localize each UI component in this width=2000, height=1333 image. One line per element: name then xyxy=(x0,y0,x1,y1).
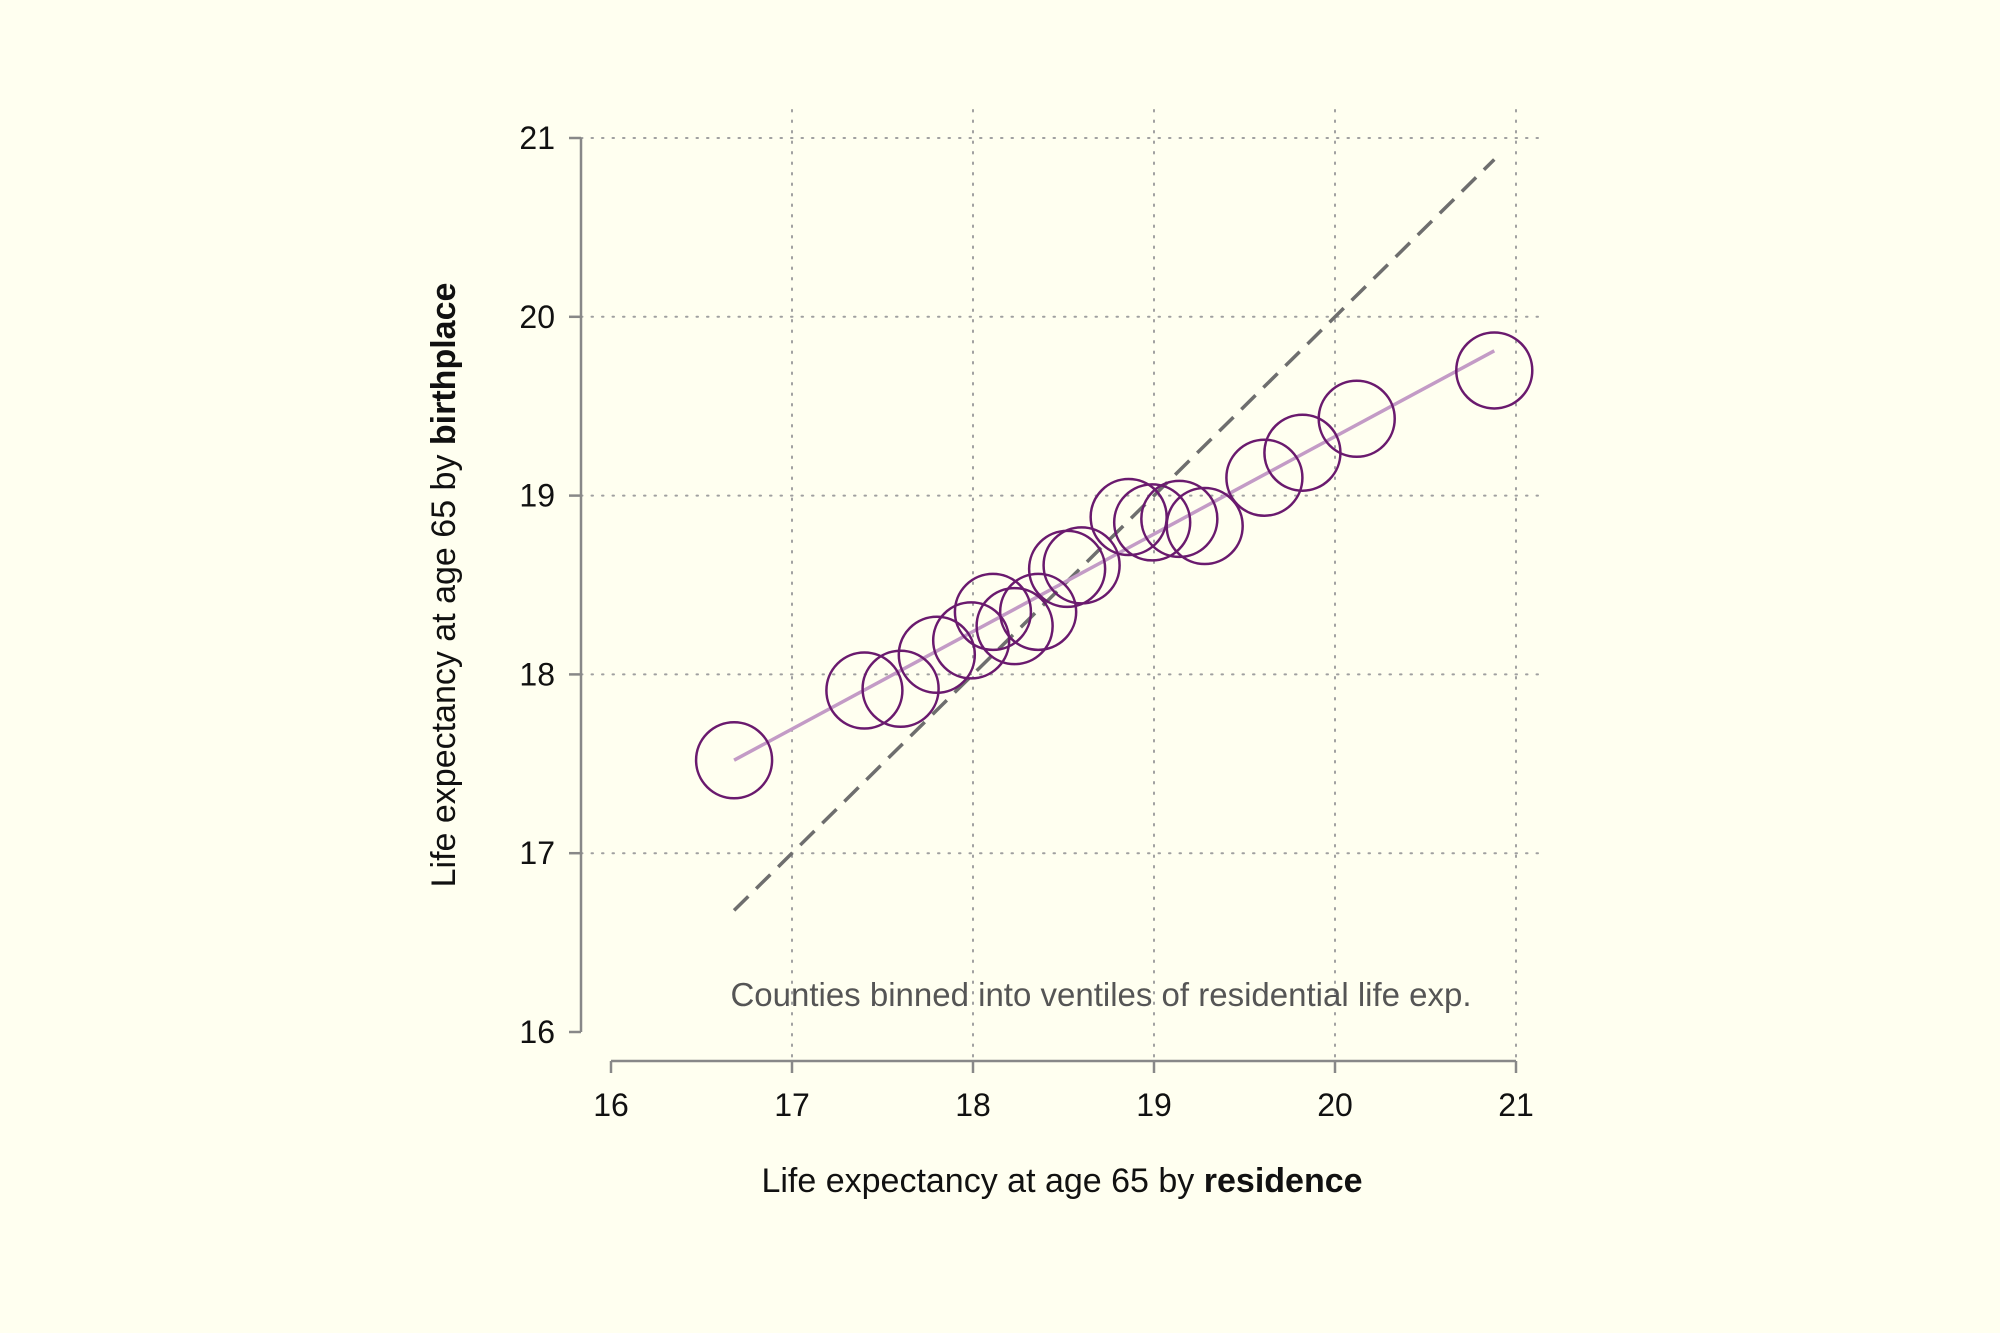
data-points xyxy=(694,331,1534,800)
data-point xyxy=(897,615,977,694)
data-point xyxy=(975,586,1054,666)
reference-line-layer xyxy=(732,158,1496,912)
reference-line xyxy=(732,158,1496,912)
annotation: Counties binned into ventiles of residen… xyxy=(730,976,1471,1013)
y-axis-title: Life expectancy at age 65 by birthplace xyxy=(425,283,463,888)
data-point xyxy=(1042,526,1121,605)
x-tick-label: 18 xyxy=(955,1087,991,1123)
x-tick-label: 20 xyxy=(1317,1087,1353,1123)
data-point xyxy=(1455,331,1534,410)
y-axis-title-emphasis: birthplace xyxy=(425,283,463,445)
data-point xyxy=(694,720,774,800)
data-point xyxy=(1140,479,1219,559)
data-point xyxy=(1317,379,1396,458)
data-point xyxy=(1027,529,1107,609)
data-point xyxy=(1225,438,1304,517)
x-tick-label: 17 xyxy=(774,1087,810,1123)
data-point xyxy=(861,649,940,728)
y-tick-label: 20 xyxy=(519,299,555,335)
x-axis-title-prefix: Life expectancy at age 65 by xyxy=(761,1162,1203,1200)
y-tick-label: 21 xyxy=(519,120,555,156)
x-axis-title-emphasis: residence xyxy=(1204,1162,1363,1200)
x-axis-title: Life expectancy at age 65 by residence xyxy=(761,1162,1362,1200)
data-point xyxy=(998,572,1078,652)
y-tick-label: 19 xyxy=(519,478,555,514)
y-tick-label: 18 xyxy=(519,656,555,692)
data-point xyxy=(953,572,1033,652)
data-point xyxy=(1112,483,1192,562)
grid-lines xyxy=(580,109,1546,1062)
y-tick-label: 17 xyxy=(519,835,555,871)
axes: 16 17 18 19 20 21 16 17 18 19 20 21 xyxy=(519,120,1533,1123)
fit-line xyxy=(733,349,1496,762)
x-tick-label: 19 xyxy=(1136,1087,1172,1123)
x-tick-label: 21 xyxy=(1498,1087,1534,1123)
data-point xyxy=(1165,486,1244,566)
x-tick-label: 16 xyxy=(593,1087,629,1123)
y-tick-label: 16 xyxy=(519,1014,555,1050)
data-point xyxy=(825,651,904,730)
data-point xyxy=(931,601,1011,680)
fit-line-layer xyxy=(733,349,1496,762)
y-axis-title-prefix: Life expectancy at age 65 by xyxy=(425,445,463,887)
